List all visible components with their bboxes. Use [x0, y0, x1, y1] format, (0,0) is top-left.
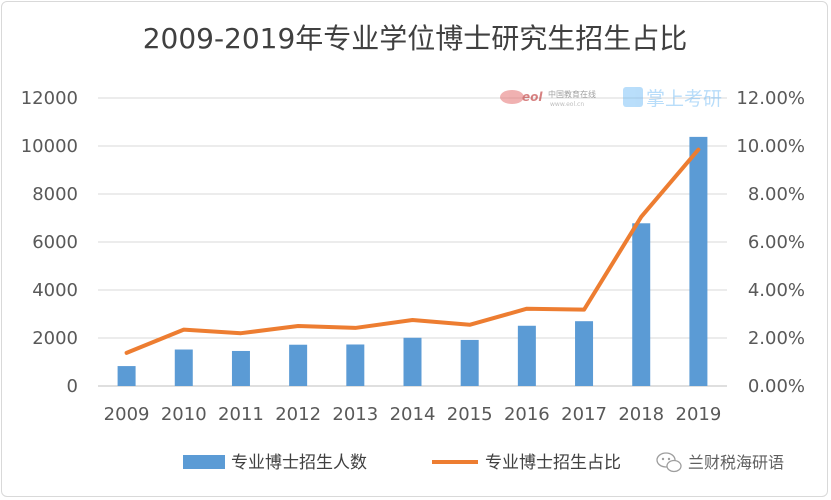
eol-name-text: 中国教育在线 — [548, 89, 596, 99]
bar-2014 — [403, 337, 422, 386]
legend-bar-swatch — [183, 455, 225, 469]
bar-2019 — [689, 136, 708, 386]
left-axis-tick-label: 10000 — [21, 136, 78, 157]
bar-2017 — [575, 321, 594, 386]
wechat-watermark: 兰财税海研语 — [656, 452, 784, 473]
x-axis-tick-label: 2015 — [447, 404, 493, 425]
x-axis-tick-label: 2012 — [275, 404, 321, 425]
right-axis-tick-label: 2.00% — [748, 328, 805, 349]
right-axis-tick-label: 12.00% — [736, 88, 805, 109]
bar-2011 — [231, 350, 250, 386]
right-axis-tick-label: 8.00% — [748, 184, 805, 205]
bar-2009 — [117, 366, 136, 386]
x-axis-tick-label: 2018 — [618, 404, 664, 425]
x-axis-tick-label: 2016 — [504, 404, 550, 425]
left-axis-tick-label: 6000 — [32, 232, 78, 253]
eol-url-text: www.eol.cn — [550, 101, 584, 108]
app-watermark: 掌上考研 — [623, 87, 722, 110]
eol-logo-icon — [500, 90, 524, 104]
right-axis-tick-label: 6.00% — [748, 232, 805, 253]
line-series — [124, 147, 701, 355]
legend-line-label: 专业博士招生占比 — [485, 453, 621, 473]
eol-logo-text: eol — [522, 90, 543, 104]
bar-2016 — [517, 325, 536, 386]
x-axis-tick-label: 2017 — [561, 404, 607, 425]
chart-title: 2009-2019年专业学位博士研究生招生占比 — [143, 22, 688, 55]
eol-watermark: eol 中国教育在线 www.eol.cn — [500, 89, 596, 108]
wechat-icon — [656, 452, 682, 473]
bar-2013 — [346, 344, 365, 386]
right-axis-tick-label: 10.00% — [736, 136, 805, 157]
app-logo-text: 掌上考研 — [646, 88, 722, 110]
right-axis-ticks: 0.00% 2.00% 4.00% 6.00% 8.00% 10.00% 12.00% — [736, 88, 805, 397]
left-axis-tick-label: 0 — [67, 376, 78, 397]
right-axis-tick-label: 0.00% — [748, 376, 805, 397]
left-axis-tick-label: 4000 — [32, 280, 78, 301]
bar-series — [117, 136, 708, 386]
legend-bar-label: 专业博士招生人数 — [231, 453, 367, 473]
right-axis-tick-label: 4.00% — [748, 280, 805, 301]
bar-2010 — [174, 349, 193, 386]
bar-2015 — [460, 339, 479, 386]
x-axis-tick-label: 2014 — [390, 404, 436, 425]
app-logo-icon — [623, 87, 643, 107]
x-axis-tick-label: 2013 — [332, 404, 378, 425]
wechat-account-name: 兰财税海研语 — [688, 453, 784, 472]
x-axis-tick-label: 2010 — [161, 404, 207, 425]
bar-2018 — [632, 223, 651, 386]
left-axis-tick-label: 2000 — [32, 328, 78, 349]
x-axis-tick-label: 2011 — [218, 404, 264, 425]
x-axis-tick-label: 2019 — [676, 404, 722, 425]
ratio-line — [124, 147, 701, 355]
x-axis-tick-label: 2009 — [104, 404, 150, 425]
left-axis-tick-label: 8000 — [32, 184, 78, 205]
left-axis-tick-label: 12000 — [21, 88, 78, 109]
left-axis-ticks: 0 2000 4000 6000 8000 10000 12000 — [21, 88, 78, 397]
gridlines — [98, 97, 727, 387]
legend: 专业博士招生人数 专业博士招生占比 — [183, 453, 621, 473]
x-axis-ticks: 2009 2010 2011 2012 2013 2014 2015 2016 2017 2018… — [104, 404, 722, 425]
bar-2012 — [289, 344, 308, 386]
